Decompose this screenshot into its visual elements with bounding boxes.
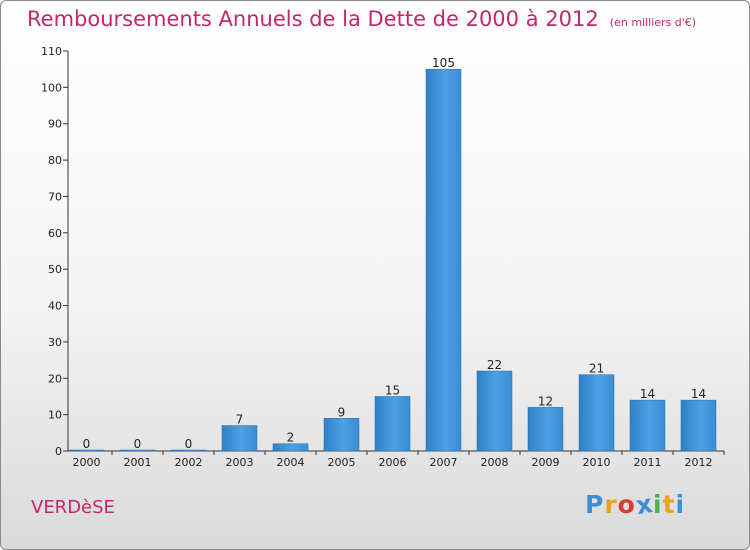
bar-2002 [170, 449, 207, 452]
x-tick-label: 2005 [328, 456, 356, 469]
bar-2001 [119, 449, 156, 452]
logo-letter: o [617, 490, 636, 519]
y-tick-label: 100 [41, 81, 62, 94]
x-tick-label: 2000 [73, 456, 101, 469]
data-label: 0 [185, 437, 193, 451]
commune-name: VERDèSE [31, 497, 115, 518]
bar-2000 [68, 449, 105, 452]
x-tick-label: 2008 [481, 456, 509, 469]
data-label: 2 [287, 431, 295, 445]
chart-title-main: Remboursements Annuels de la Dette de 20… [27, 7, 599, 31]
logo-letter: P [585, 490, 605, 519]
y-tick-label: 30 [48, 336, 62, 349]
proxiti-logo: Proxiti [585, 489, 686, 521]
bar-2003 [221, 425, 258, 452]
x-tick-label: 2006 [379, 456, 407, 469]
x-tick-label: 2012 [685, 456, 713, 469]
y-tick-label: 20 [48, 372, 62, 385]
chart-title: Remboursements Annuels de la Dette de 20… [27, 7, 696, 31]
y-tick-label: 50 [48, 263, 62, 276]
data-label: 15 [385, 383, 400, 397]
data-label: 22 [487, 358, 502, 372]
y-tick-label: 80 [48, 154, 62, 167]
bar-2011 [629, 399, 666, 452]
bar-2007 [425, 68, 462, 452]
y-tick-label: 90 [48, 118, 62, 131]
y-tick-label: 10 [48, 409, 62, 422]
bar-2006 [374, 396, 411, 452]
chart-unit: (en milliers d'€) [609, 16, 697, 29]
data-label: 14 [640, 387, 655, 401]
logo-letter: r [604, 490, 618, 519]
bar-2010 [578, 374, 615, 452]
bar-2004 [272, 443, 309, 452]
bar-2008 [476, 370, 513, 452]
x-tick-label: 2001 [124, 456, 152, 469]
data-label: 0 [134, 437, 142, 451]
data-label: 21 [589, 362, 604, 376]
x-tick-label: 2011 [634, 456, 662, 469]
data-label: 0 [83, 437, 91, 451]
y-tick-label: 0 [55, 445, 62, 458]
data-label: 12 [538, 394, 553, 408]
bar-2012 [680, 399, 717, 452]
x-tick-label: 2007 [430, 456, 458, 469]
x-tick-label: 2010 [583, 456, 611, 469]
data-label: 14 [691, 387, 706, 401]
y-tick-label: 60 [48, 227, 62, 240]
logo-letter: i [653, 490, 663, 519]
bar-2009 [527, 407, 564, 452]
logo-letter: i [675, 490, 686, 519]
y-tick-label: 110 [41, 45, 62, 58]
x-tick-label: 2004 [277, 456, 305, 469]
x-tick-label: 2009 [532, 456, 560, 469]
bar-2005 [323, 418, 360, 452]
data-label: 9 [338, 405, 346, 419]
logo-letter: t [662, 490, 676, 519]
data-label: 7 [236, 413, 244, 427]
y-tick-label: 70 [48, 190, 62, 203]
x-tick-label: 2003 [226, 456, 254, 469]
x-tick-label: 2002 [175, 456, 203, 469]
y-tick-label: 40 [48, 300, 62, 313]
data-label: 105 [432, 56, 455, 70]
